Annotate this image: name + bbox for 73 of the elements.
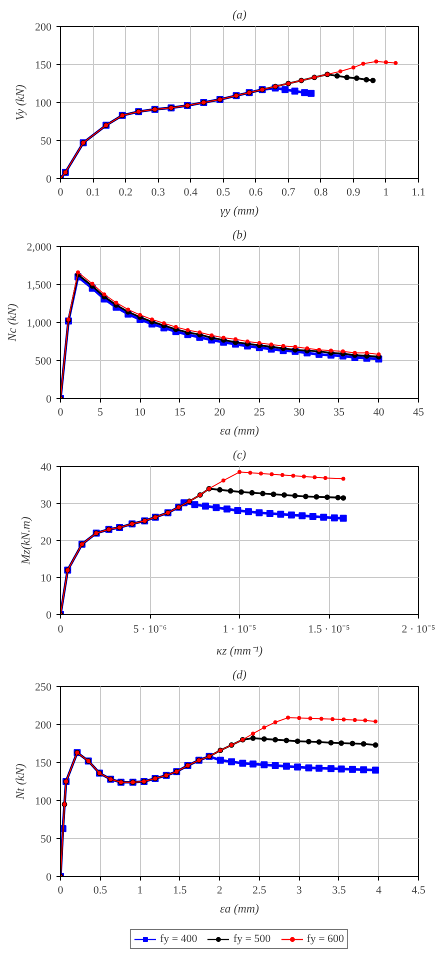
- x-tick-label: 2.5: [252, 884, 267, 896]
- x-tick-label: 0: [58, 406, 64, 418]
- y-tick-label: 50: [40, 834, 52, 846]
- y-axis-title: Nc (kN): [4, 304, 19, 342]
- chart-title: (c): [232, 448, 246, 462]
- x-tick-label: 35: [333, 406, 345, 418]
- x-tick-label: 5 · 10⁻⁶: [133, 624, 167, 636]
- x-tick-label: 0.4: [184, 186, 198, 198]
- x-tick-label: 5: [98, 406, 104, 418]
- x-axis-title: κz (mm⁻¹): [216, 644, 263, 658]
- y-tick-label: 40: [40, 462, 52, 474]
- chart-title: (a): [232, 8, 247, 22]
- chart-title: (d): [232, 668, 247, 682]
- x-tick-label: 2 · 10⁻⁵: [402, 624, 436, 636]
- x-tick-label: 2: [216, 884, 222, 896]
- x-tick-label: 0.1: [86, 186, 100, 198]
- y-tick-label: 500: [35, 356, 52, 368]
- x-axis-title: εa (mm): [220, 902, 260, 916]
- x-tick-label: 0: [58, 186, 64, 198]
- x-tick-label: 1.5: [172, 884, 188, 896]
- y-tick-label: 0: [46, 174, 52, 186]
- x-tick-label: 0.5: [93, 884, 108, 896]
- legend-label: fy = 400: [160, 933, 198, 945]
- y-tick-label: 2,000: [26, 242, 52, 254]
- x-tick-label: 1.1: [412, 186, 426, 198]
- x-tick-label: 15: [174, 406, 186, 418]
- y-axis-title: Mz(kN.m): [18, 516, 32, 566]
- x-tick-label: 0.2: [118, 186, 132, 198]
- x-tick-label: 1: [137, 884, 143, 896]
- x-tick-label: 40: [373, 406, 385, 418]
- x-tick-label: 0.6: [248, 186, 264, 198]
- y-tick-label: 0: [46, 872, 52, 884]
- x-tick-label: 45: [413, 406, 424, 418]
- x-tick-label: 0: [58, 884, 64, 896]
- y-tick-label: 150: [35, 758, 52, 770]
- y-tick-label: 0: [46, 394, 52, 406]
- legend-label: fy = 500: [233, 933, 271, 945]
- x-tick-label: 0.7: [281, 186, 296, 198]
- x-tick-label: 0.9: [346, 186, 361, 198]
- y-tick-label: 250: [35, 682, 52, 694]
- legend-label: fy = 600: [306, 933, 344, 945]
- x-tick-label: 30: [294, 406, 306, 418]
- x-tick-label: 25: [254, 406, 266, 418]
- y-tick-label: 150: [35, 60, 52, 72]
- x-tick-label: 20: [214, 406, 226, 418]
- y-tick-label: 1,500: [26, 280, 52, 292]
- x-tick-label: 4: [376, 884, 382, 896]
- y-tick-label: 30: [40, 498, 52, 510]
- y-tick-label: 200: [35, 22, 52, 34]
- x-tick-label: 1 · 10⁻⁵: [222, 624, 256, 636]
- chart-title: (b): [232, 228, 247, 242]
- y-tick-label: 10: [40, 572, 52, 584]
- y-axis-title: Nt (kN): [13, 764, 27, 800]
- x-tick-label: 0.3: [151, 186, 166, 198]
- x-tick-label: 0: [58, 624, 64, 636]
- y-tick-label: 100: [35, 796, 52, 808]
- x-axis-title: εa (mm): [220, 424, 260, 438]
- y-axis-title: Vy (kN): [13, 84, 27, 120]
- x-tick-label: 1.5 · 10⁻⁵: [308, 624, 350, 636]
- x-tick-label: 10: [134, 406, 146, 418]
- y-tick-label: 100: [35, 98, 52, 110]
- x-tick-label: 3: [296, 884, 302, 896]
- x-tick-label: 1: [383, 186, 389, 198]
- x-tick-label: 4.5: [412, 884, 426, 896]
- y-tick-label: 20: [40, 536, 52, 548]
- y-tick-label: 50: [40, 136, 52, 148]
- x-tick-label: 3.5: [332, 884, 346, 896]
- y-tick-label: 1,000: [26, 318, 52, 330]
- x-tick-label: 0.5: [216, 186, 231, 198]
- y-tick-label: 0: [46, 610, 52, 622]
- x-tick-label: 0.8: [314, 186, 328, 198]
- y-tick-label: 200: [35, 720, 52, 732]
- x-axis-title: γy (mm): [220, 204, 259, 218]
